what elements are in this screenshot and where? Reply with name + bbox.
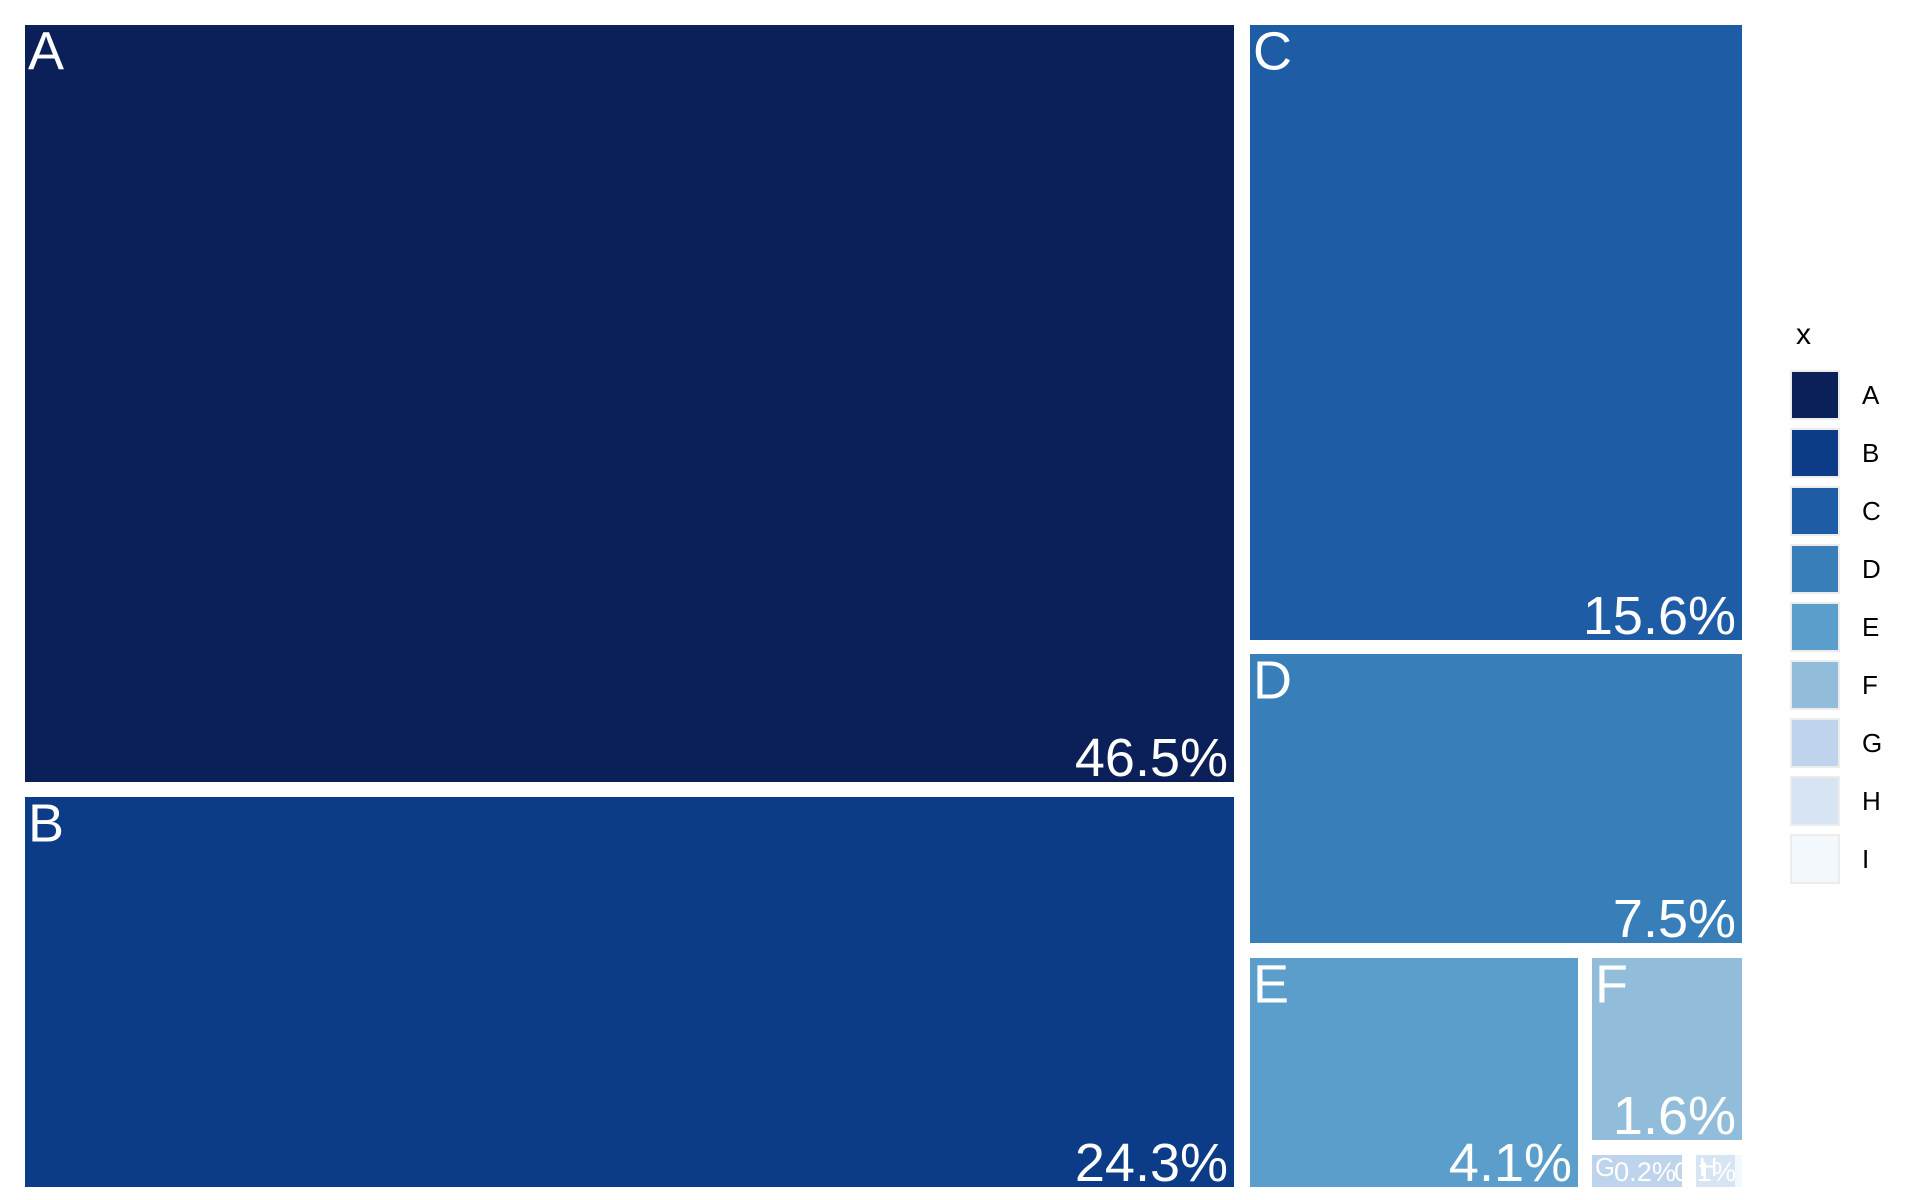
- legend-swatch: [1790, 718, 1840, 768]
- legend-item-d: D: [1790, 540, 1910, 598]
- legend-swatch: [1790, 602, 1840, 652]
- legend-swatch: [1790, 486, 1840, 536]
- tile-rect-e: [1250, 958, 1578, 1187]
- tile-b: B 24.3%: [25, 793, 1234, 1193]
- tile-percent-h: 0.1%: [1674, 1156, 1736, 1187]
- tile-label-b: B: [28, 793, 64, 853]
- tile-label-a: A: [28, 21, 64, 81]
- tile-e: E 4.1%: [1250, 954, 1578, 1193]
- tile-rect-f: [1592, 958, 1742, 1140]
- legend-item-e: E: [1790, 598, 1910, 656]
- tile-label-c: C: [1253, 21, 1292, 81]
- tile-label-e: E: [1253, 954, 1289, 1014]
- tile-label-h: H: [1699, 1154, 1717, 1182]
- legend-item-a: A: [1790, 366, 1910, 424]
- tile-d: D 7.5%: [1250, 650, 1742, 949]
- legend-item-f: F: [1790, 656, 1910, 714]
- legend-label: D: [1862, 553, 1881, 584]
- legend-label: H: [1862, 785, 1881, 816]
- tile-rect-b: [25, 797, 1234, 1187]
- legend-swatch: [1790, 544, 1840, 594]
- legend-label: E: [1862, 611, 1880, 642]
- tile-a: A 46.5%: [25, 21, 1234, 788]
- legend-item-g: G: [1790, 714, 1910, 772]
- tile-f: F 1.6%: [1592, 954, 1742, 1146]
- tile-percent-d: 7.5%: [1613, 889, 1736, 949]
- tile-percent-e: 4.1%: [1449, 1133, 1572, 1193]
- tile-g: G 0.2%: [1592, 1154, 1682, 1187]
- tile-rect-c: [1250, 25, 1742, 640]
- tile-rect-h: [1696, 1155, 1742, 1187]
- legend-item-h: H: [1790, 772, 1910, 830]
- tile-i: [1735, 1155, 1742, 1187]
- tile-percent-c: 15.6%: [1583, 586, 1736, 646]
- legend-label: G: [1862, 727, 1883, 758]
- legend-swatch: [1790, 370, 1840, 420]
- legend-label: A: [1862, 379, 1880, 410]
- tile-label-d: D: [1253, 650, 1292, 710]
- treemap-chart: A46.5%B24.3%C15.6%D7.5%E4.1%F1.6%G 0.2% H0…: [25, 21, 1742, 1193]
- tile-rect-g: [1592, 1155, 1682, 1187]
- tile-percent-b: 24.3%: [1075, 1133, 1228, 1193]
- legend-label: C: [1862, 495, 1881, 526]
- legend-label: I: [1862, 843, 1870, 874]
- legend-item-c: C: [1790, 482, 1910, 540]
- legend-item-b: B: [1790, 424, 1910, 482]
- legend-swatch: [1790, 428, 1840, 478]
- tile-label-g: G: [1595, 1154, 1615, 1182]
- tile-percent-g: 0.2%: [1614, 1156, 1676, 1187]
- tile-rect-d: [1250, 654, 1742, 943]
- tile-c: C 15.6%: [1250, 21, 1742, 646]
- legend-swatch: [1790, 776, 1840, 826]
- tile-label-f: F: [1595, 954, 1628, 1014]
- tile-percent-f: 1.6%: [1613, 1086, 1736, 1146]
- legend-label: B: [1862, 437, 1880, 468]
- tile-h: H0.1%: [1674, 1154, 1742, 1187]
- legend-swatch: [1790, 834, 1840, 884]
- legend-swatch: [1790, 660, 1840, 710]
- tile-rect-i: [1735, 1155, 1742, 1187]
- legend-label: F: [1862, 669, 1878, 700]
- tile-rect-a: [25, 25, 1234, 782]
- legend-title: x: [1796, 318, 1811, 351]
- legend-item-i: I: [1790, 830, 1910, 888]
- tile-percent-a: 46.5%: [1075, 728, 1228, 788]
